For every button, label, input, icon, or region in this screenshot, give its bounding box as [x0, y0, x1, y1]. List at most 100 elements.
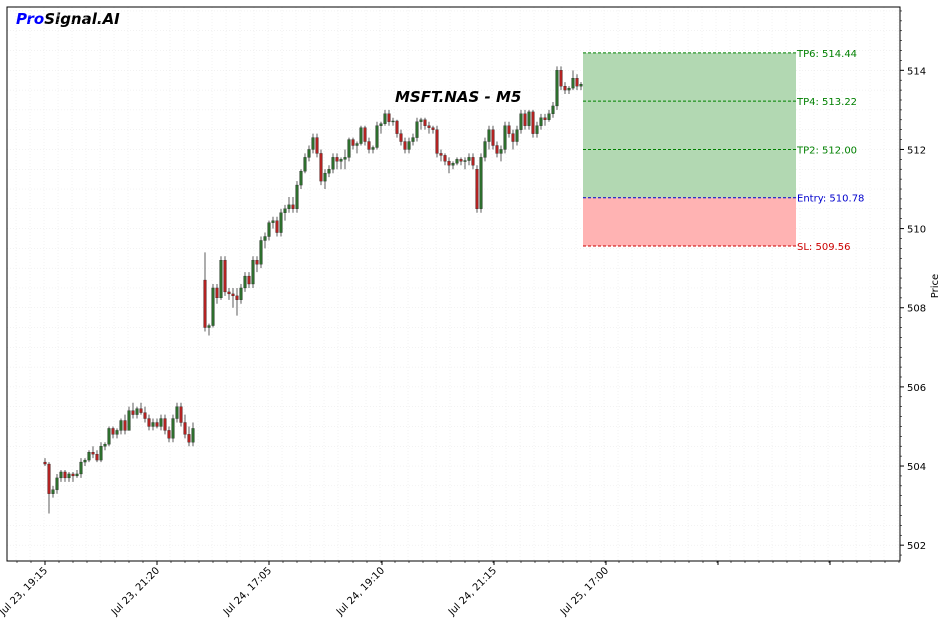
candle-body — [539, 117, 543, 126]
candle-body — [283, 208, 287, 213]
candle-body — [87, 452, 91, 461]
level-label: TP2: 512.00 — [796, 145, 857, 156]
candle-body — [523, 113, 527, 126]
candle-body — [507, 125, 511, 134]
candle-body — [303, 157, 307, 172]
candle-body — [151, 422, 155, 427]
candle-body — [555, 70, 559, 107]
candle-body — [363, 127, 367, 142]
candle-body — [147, 418, 151, 427]
candle-body — [563, 85, 567, 91]
candle-body — [503, 125, 507, 150]
candle-body — [419, 119, 423, 122]
y-tick-label: 510 — [907, 225, 926, 236]
candle-body — [511, 133, 515, 142]
candle-body — [403, 141, 407, 150]
candle-body — [579, 84, 583, 87]
candle-body — [131, 410, 135, 415]
candle-body — [559, 70, 563, 87]
candle-body — [251, 260, 255, 285]
y-tick-label: 504 — [907, 462, 926, 473]
candle-body — [327, 169, 331, 174]
candle-body — [307, 149, 311, 158]
levels: TP6: 514.44 TP4: 513.22 TP2: 512.00 Entry: … — [583, 49, 864, 253]
y-tick-label: 512 — [907, 145, 926, 156]
candle-body — [423, 119, 427, 126]
candle-body — [483, 141, 487, 158]
candle-body — [159, 418, 163, 427]
candle-body — [183, 422, 187, 435]
candle-body — [91, 452, 95, 455]
candle-body — [339, 159, 343, 162]
candle-body — [79, 461, 83, 475]
candle-body — [379, 123, 383, 126]
candle-body — [187, 434, 191, 443]
candle-body — [107, 428, 111, 445]
candle-body — [279, 212, 283, 233]
candle-body — [543, 117, 547, 120]
x-tick-label: Jul 24, 17:05 — [221, 565, 274, 618]
candle-body — [323, 173, 327, 182]
candle-body — [75, 473, 79, 477]
candle-body — [343, 157, 347, 160]
level-label: TP4: 513.22 — [796, 97, 857, 108]
y-tick-label: 508 — [907, 304, 926, 315]
candle-body — [315, 137, 319, 154]
candle-body — [519, 113, 523, 130]
candle-body — [459, 159, 463, 162]
candle-body — [111, 428, 115, 435]
candle-body — [431, 127, 435, 130]
candle-body — [387, 113, 391, 122]
brand-rest: Signal.AI — [44, 10, 120, 28]
candle-body — [259, 240, 263, 265]
candle-body — [191, 428, 195, 443]
candle-body — [427, 125, 431, 128]
candle-body — [463, 160, 467, 162]
candle-body — [567, 87, 571, 91]
plot-frame — [6, 6, 901, 562]
level-label: Entry: 510.78 — [797, 194, 864, 205]
candle-body — [395, 120, 399, 134]
candle-body — [439, 153, 443, 156]
candle-body — [155, 422, 159, 427]
candle-body — [139, 408, 143, 413]
candle-body — [531, 111, 535, 134]
candle-body — [467, 157, 471, 161]
candle-body — [227, 291, 231, 295]
candle-body — [455, 159, 459, 164]
candle-body — [247, 275, 251, 285]
candle-body — [399, 133, 403, 142]
candle-body — [515, 129, 519, 142]
candle-body — [263, 236, 267, 241]
candle-body — [163, 418, 167, 431]
candle-body — [527, 111, 531, 126]
candle-body — [571, 78, 575, 89]
candle-body — [311, 137, 315, 150]
candle-body — [223, 260, 227, 293]
candle-body — [207, 325, 211, 328]
x-tick-label: Jul 25, 17:00 — [558, 565, 611, 618]
candle-body — [347, 139, 351, 158]
candle-body — [575, 78, 579, 87]
candle-body — [331, 157, 335, 170]
candle-body — [63, 471, 67, 479]
candle-body — [535, 125, 539, 134]
candle-body — [415, 121, 419, 138]
candle-body — [171, 418, 175, 439]
candle-body — [551, 105, 555, 114]
candle-body — [291, 204, 295, 209]
candle-body — [487, 129, 491, 142]
x-tick-label: Jul 24, 21:15 — [446, 565, 499, 618]
candle-body — [119, 420, 123, 431]
candle-body — [67, 473, 71, 479]
candle-body — [435, 129, 439, 154]
candle-body — [115, 430, 119, 435]
y-tick-label: 514 — [907, 66, 926, 77]
y-axis-label: Price — [930, 274, 941, 298]
candle-body — [239, 287, 243, 300]
candle-body — [335, 157, 339, 162]
candle-body — [351, 139, 355, 146]
candle-body — [59, 471, 63, 479]
candle-body — [83, 459, 87, 463]
candle-body — [231, 293, 235, 297]
